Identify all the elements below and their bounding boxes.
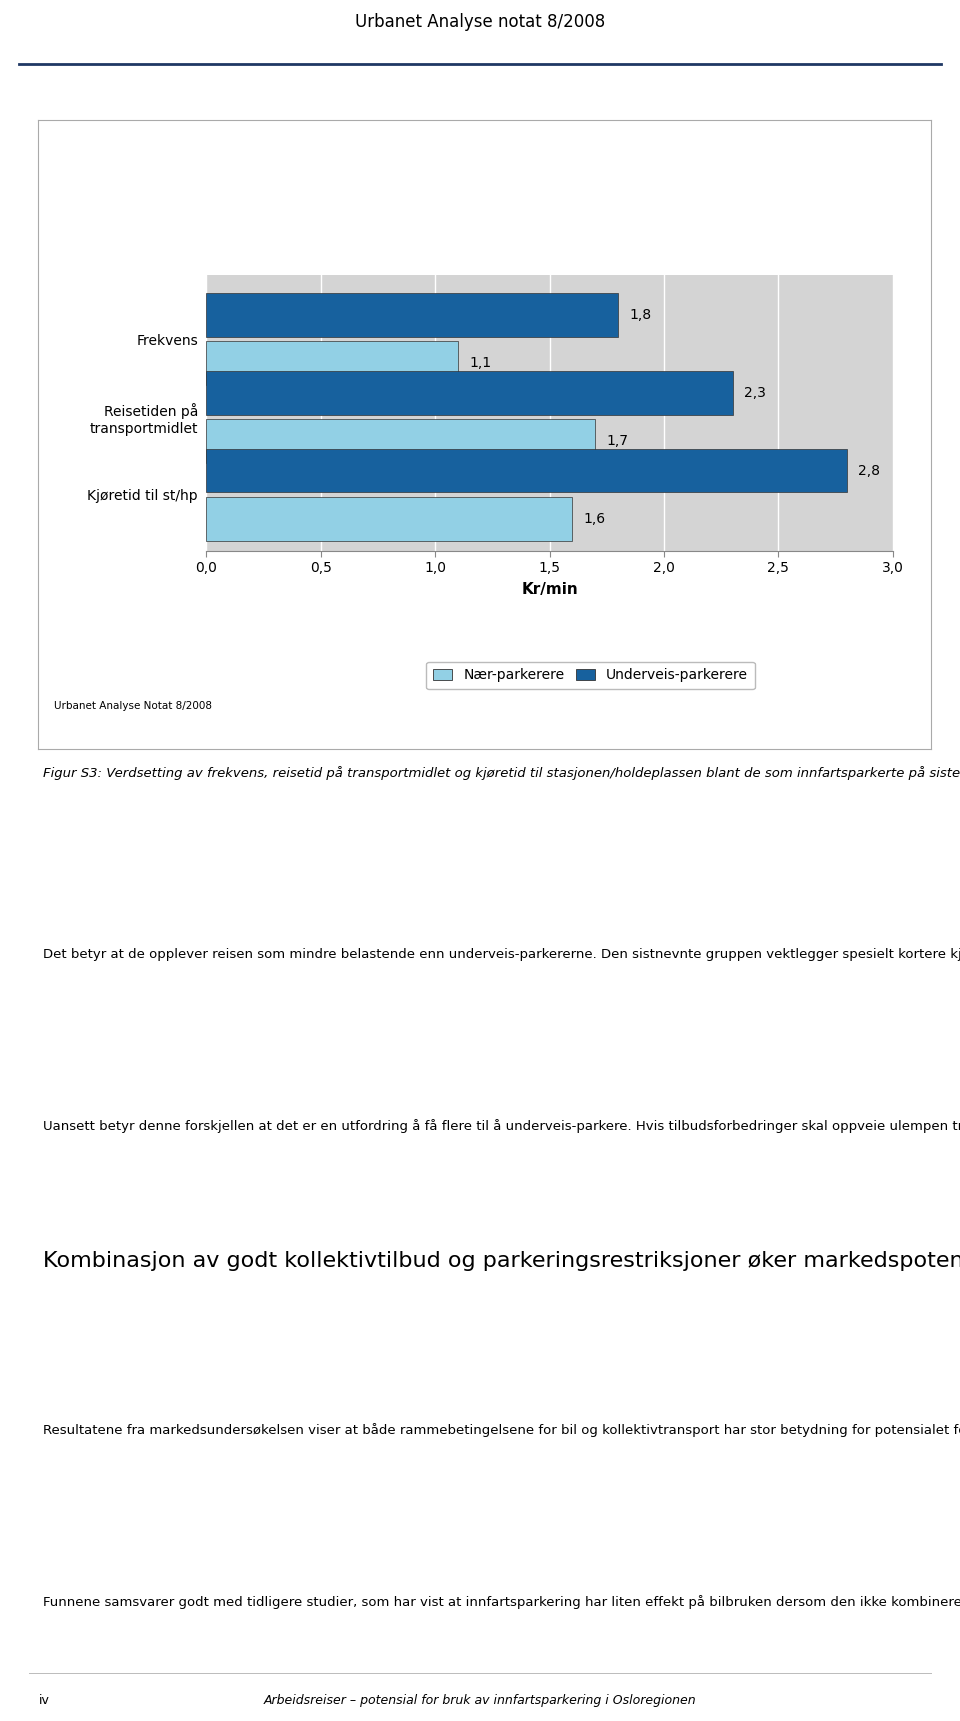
- Text: Funnene samsvarer godt med tidligere studier, som har vist at innfartsparkering : Funnene samsvarer godt med tidligere stu…: [43, 1595, 960, 1609]
- Text: 1,1: 1,1: [469, 356, 492, 370]
- Text: Uansett betyr denne forskjellen at det er en utfordring å få flere til å underve: Uansett betyr denne forskjellen at det e…: [43, 1119, 960, 1132]
- Legend: Nær-parkerere, Underveis-parkerere: Nær-parkerere, Underveis-parkerere: [426, 661, 755, 690]
- X-axis label: Kr/min: Kr/min: [521, 582, 578, 597]
- Text: Kombinasjon av godt kollektivtilbud og parkeringsrestriksjoner øker markedspoten: Kombinasjon av godt kollektivtilbud og p…: [43, 1251, 960, 1272]
- Bar: [206, 341, 458, 386]
- Text: Figur S3: Verdsetting av frekvens, reisetid på transportmidlet og kjøretid til s: Figur S3: Verdsetting av frekvens, reise…: [43, 766, 960, 780]
- Text: Urbanet Analyse notat 8/2008: Urbanet Analyse notat 8/2008: [355, 12, 605, 31]
- Text: 2,8: 2,8: [858, 463, 880, 478]
- Bar: [206, 293, 618, 337]
- Bar: [206, 449, 847, 492]
- Text: 1,6: 1,6: [584, 511, 606, 527]
- Text: Resultatene fra markedsundersøkelsen viser at både rammebetingelsene for bil og : Resultatene fra markedsundersøkelsen vis…: [43, 1423, 960, 1437]
- Text: Urbanet Analyse Notat 8/2008: Urbanet Analyse Notat 8/2008: [55, 700, 212, 711]
- Bar: [206, 497, 572, 540]
- Text: iv: iv: [38, 1693, 49, 1707]
- Text: 2,3: 2,3: [744, 386, 766, 399]
- Text: Arbeidsreiser – potensial for bruk av innfartsparkering i Osloregionen: Arbeidsreiser – potensial for bruk av in…: [264, 1693, 696, 1707]
- Text: 1,8: 1,8: [630, 308, 652, 322]
- Bar: [206, 420, 595, 463]
- Bar: [206, 372, 732, 415]
- Text: Det betyr at de opplever reisen som mindre belastende enn underveis-parkererne. : Det betyr at de opplever reisen som mind…: [43, 947, 960, 960]
- Text: 1,7: 1,7: [607, 434, 629, 447]
